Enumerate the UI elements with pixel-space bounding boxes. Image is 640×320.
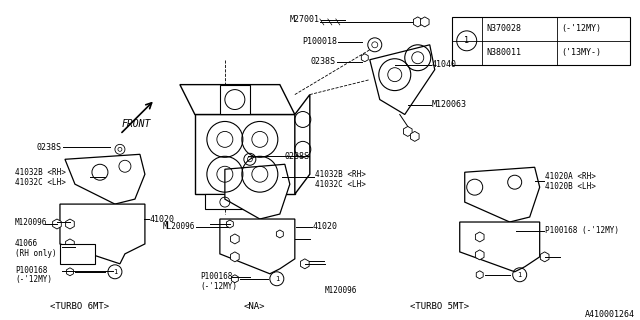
- Text: FRONT: FRONT: [122, 119, 151, 130]
- Text: N370028: N370028: [486, 24, 522, 33]
- Text: 41020B <LH>: 41020B <LH>: [545, 182, 596, 191]
- Text: M120096: M120096: [325, 286, 357, 295]
- Text: 41032B <RH>: 41032B <RH>: [315, 170, 365, 179]
- Polygon shape: [60, 244, 95, 264]
- Text: P100018: P100018: [302, 37, 337, 46]
- Polygon shape: [66, 219, 74, 229]
- Text: 41040: 41040: [432, 60, 457, 69]
- Text: N380011: N380011: [486, 48, 522, 57]
- Text: 0238S: 0238S: [285, 152, 310, 161]
- Text: P100168 (-'12MY): P100168 (-'12MY): [545, 227, 619, 236]
- Text: 1: 1: [518, 272, 522, 278]
- Text: 41020: 41020: [150, 214, 175, 224]
- Polygon shape: [540, 252, 549, 262]
- Bar: [452, 17, 630, 65]
- Polygon shape: [227, 220, 234, 228]
- Text: <NA>: <NA>: [244, 302, 266, 311]
- Polygon shape: [180, 84, 295, 115]
- Polygon shape: [205, 194, 245, 209]
- Polygon shape: [230, 234, 239, 244]
- Text: 41020A <RH>: 41020A <RH>: [545, 172, 596, 181]
- Polygon shape: [413, 17, 422, 27]
- Polygon shape: [66, 239, 74, 249]
- Text: 41032C <LH>: 41032C <LH>: [315, 180, 365, 189]
- Polygon shape: [230, 252, 239, 262]
- Text: (-'12MY): (-'12MY): [200, 282, 237, 291]
- Text: 41066: 41066: [15, 239, 38, 248]
- Polygon shape: [362, 54, 368, 62]
- Text: P100168: P100168: [15, 266, 47, 275]
- Polygon shape: [60, 204, 145, 264]
- Polygon shape: [195, 115, 295, 194]
- Text: <TURBO 6MT>: <TURBO 6MT>: [51, 302, 109, 311]
- Text: M120096: M120096: [15, 218, 47, 227]
- Polygon shape: [476, 232, 484, 242]
- Text: (-'12MY): (-'12MY): [15, 275, 52, 284]
- Text: 1: 1: [464, 36, 469, 45]
- Polygon shape: [465, 167, 540, 222]
- Polygon shape: [220, 84, 250, 115]
- Polygon shape: [420, 17, 429, 27]
- Polygon shape: [276, 230, 284, 238]
- Text: M27001: M27001: [290, 15, 320, 24]
- Polygon shape: [225, 164, 290, 219]
- Text: (RH only): (RH only): [15, 249, 56, 258]
- Text: P100168: P100168: [200, 272, 232, 281]
- Polygon shape: [220, 219, 295, 274]
- Text: 41032C <LH>: 41032C <LH>: [15, 178, 66, 187]
- Text: 0238S: 0238S: [37, 143, 62, 152]
- Text: 1: 1: [275, 276, 279, 282]
- Polygon shape: [67, 268, 74, 276]
- Polygon shape: [476, 250, 484, 260]
- Text: <TURBO 5MT>: <TURBO 5MT>: [410, 302, 469, 311]
- Polygon shape: [403, 126, 412, 136]
- Polygon shape: [232, 275, 238, 283]
- Polygon shape: [301, 259, 309, 269]
- Text: ('13MY-): ('13MY-): [562, 48, 602, 57]
- Polygon shape: [52, 219, 61, 229]
- Text: ML20096: ML20096: [163, 222, 195, 231]
- Text: A410001264: A410001264: [584, 310, 635, 319]
- Text: M120063: M120063: [432, 100, 467, 109]
- Text: 0238S: 0238S: [311, 57, 336, 66]
- Text: 1: 1: [113, 269, 117, 275]
- Text: 41032B <RH>: 41032B <RH>: [15, 168, 66, 177]
- Polygon shape: [476, 271, 483, 279]
- Text: (-'12MY): (-'12MY): [562, 24, 602, 33]
- Polygon shape: [370, 45, 435, 115]
- Polygon shape: [410, 132, 419, 141]
- Polygon shape: [65, 154, 145, 204]
- Polygon shape: [460, 222, 540, 272]
- Text: 41020: 41020: [313, 222, 338, 231]
- Polygon shape: [295, 95, 310, 194]
